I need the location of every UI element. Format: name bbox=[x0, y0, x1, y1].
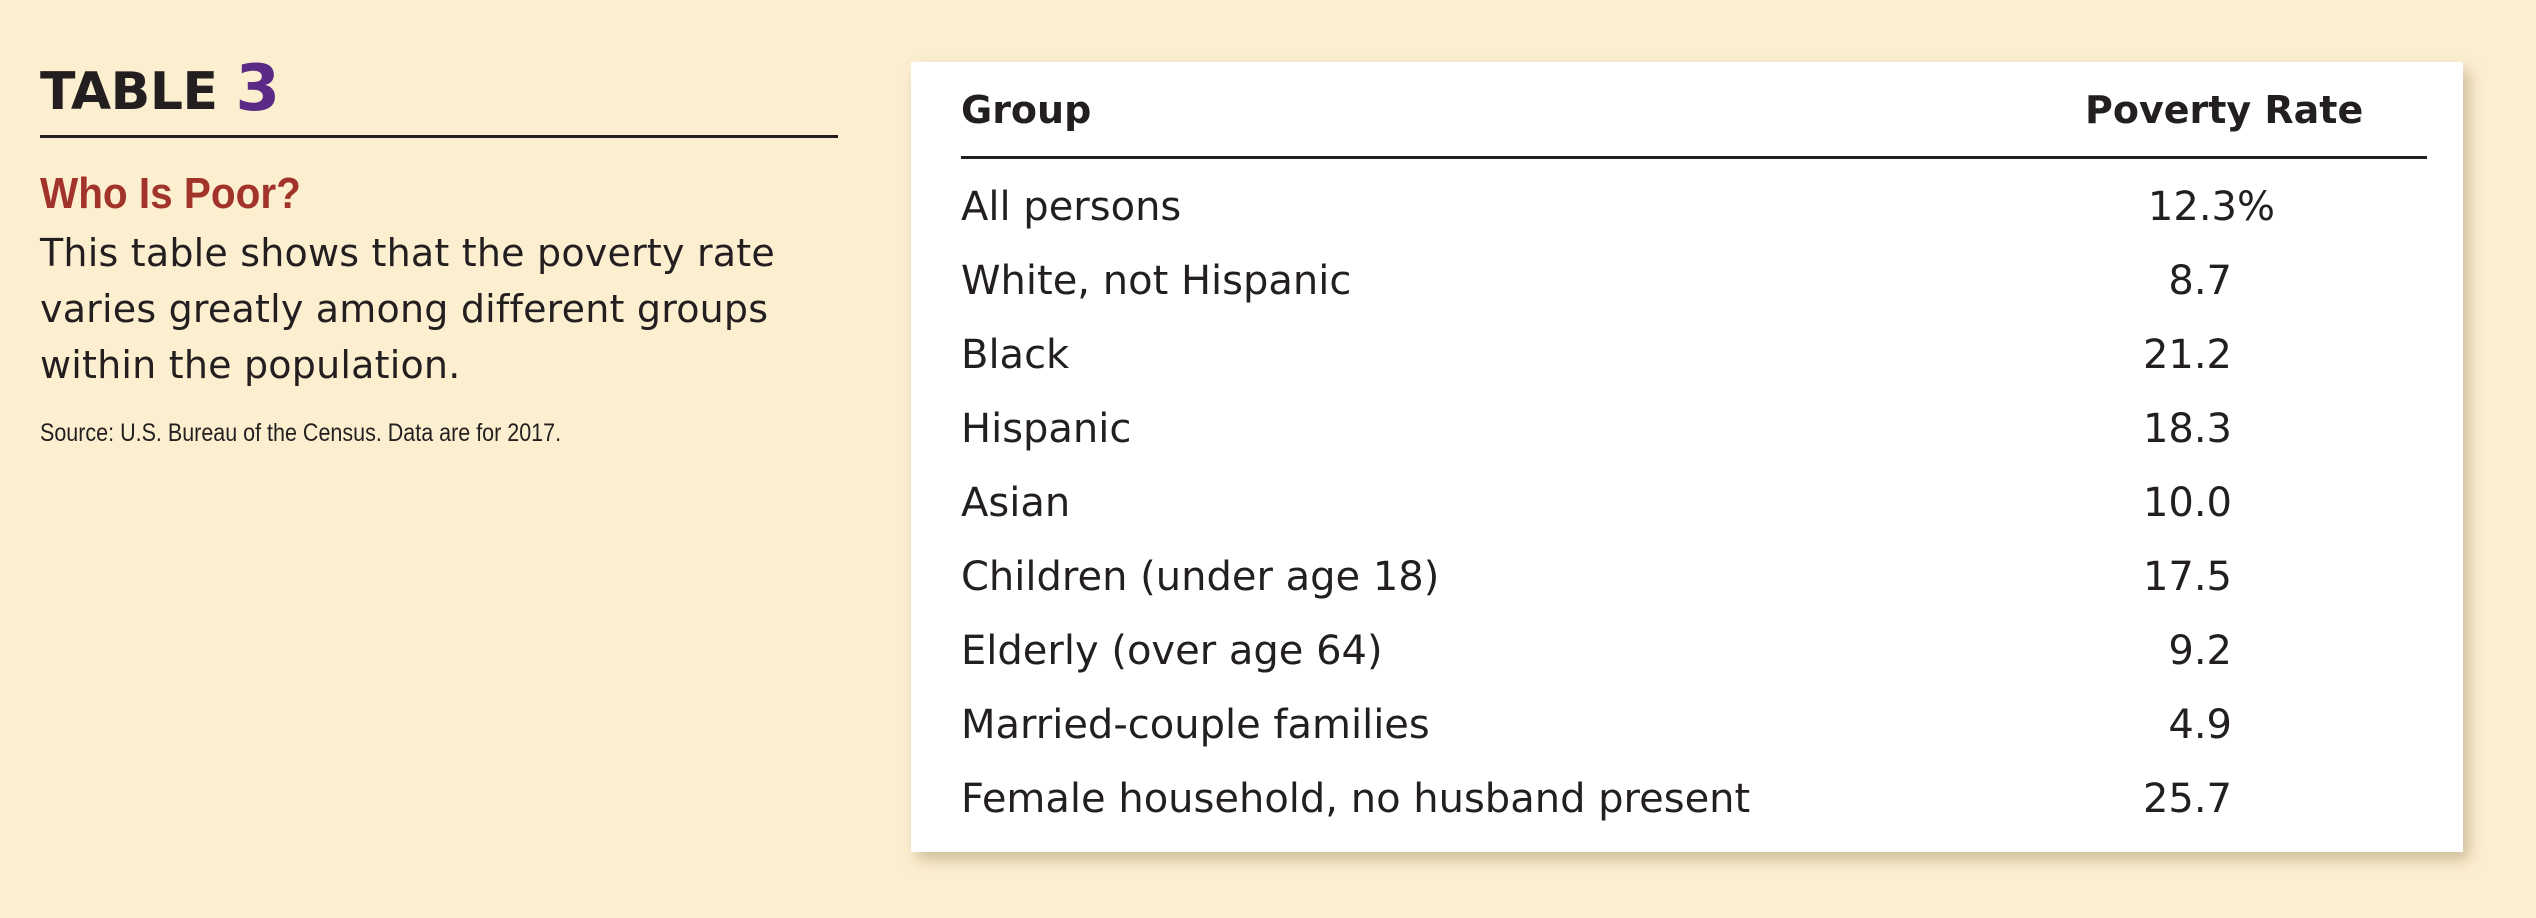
table-row: Elderly (over age 64) 9.2 bbox=[961, 628, 2427, 722]
table-row: Black 21.2 bbox=[961, 332, 2427, 426]
group-cell: Asian bbox=[961, 480, 1071, 526]
group-cell: Female household, no husband present bbox=[961, 776, 1751, 822]
column-header-group: Group bbox=[961, 88, 1092, 132]
rate-cell: 21.2 bbox=[2142, 332, 2232, 378]
group-cell: Elderly (over age 64) bbox=[961, 628, 1383, 674]
table-row: Asian 10.0 bbox=[961, 480, 2427, 574]
rate-cell: 17.5 bbox=[2142, 554, 2232, 600]
table-row: Married-couple families 4.9 bbox=[961, 702, 2427, 796]
group-cell: Hispanic bbox=[961, 406, 1132, 452]
caption-title: Who Is Poor? bbox=[40, 169, 301, 218]
rate-cell: 8.7 bbox=[2168, 258, 2232, 304]
caption-description-line: This table shows that the poverty rate bbox=[40, 230, 775, 275]
table-label: TABLE bbox=[40, 62, 218, 122]
group-cell: White, not Hispanic bbox=[961, 258, 1352, 304]
rate-cell: 12.3% bbox=[2147, 184, 2275, 230]
group-cell: All persons bbox=[961, 184, 1182, 230]
table-row: Female household, no husband present 25.… bbox=[961, 776, 2427, 870]
poverty-table: Group Poverty Rate All persons 12.3% Whi… bbox=[911, 62, 2463, 852]
caption-description-line: varies greatly among different groups bbox=[40, 286, 769, 331]
table-row: Hispanic 18.3 bbox=[961, 406, 2427, 500]
table-row: White, not Hispanic 8.7 bbox=[961, 258, 2427, 352]
table-row: Children (under age 18) 17.5 bbox=[961, 554, 2427, 648]
group-cell: Married-couple families bbox=[961, 702, 1430, 748]
rate-cell: 18.3 bbox=[2142, 406, 2232, 452]
group-cell: Black bbox=[961, 332, 1070, 378]
column-header-poverty-rate: Poverty Rate bbox=[2085, 88, 2364, 132]
rate-cell: 4.9 bbox=[2168, 702, 2232, 748]
caption-panel: TABLE 3 Who Is Poor? This table shows th… bbox=[40, 52, 838, 448]
table-body: All persons 12.3% White, not Hispanic 8.… bbox=[961, 184, 2427, 870]
rate-cell: 10.0 bbox=[2142, 480, 2232, 526]
caption-description: This table shows that the poverty rate v… bbox=[40, 225, 838, 393]
rate-cell: 9.2 bbox=[2168, 628, 2232, 674]
rate-cell: 25.7 bbox=[2142, 776, 2232, 822]
caption-description-line: within the population. bbox=[40, 342, 461, 387]
source-note: Source: U.S. Bureau of the Census. Data … bbox=[40, 418, 562, 447]
group-cell: Children (under age 18) bbox=[961, 554, 1440, 600]
table-header-row: Group Poverty Rate bbox=[961, 62, 2427, 159]
table-row: All persons 12.3% bbox=[961, 184, 2427, 278]
table-number: 3 bbox=[235, 52, 280, 126]
table-heading: TABLE 3 bbox=[40, 52, 838, 138]
